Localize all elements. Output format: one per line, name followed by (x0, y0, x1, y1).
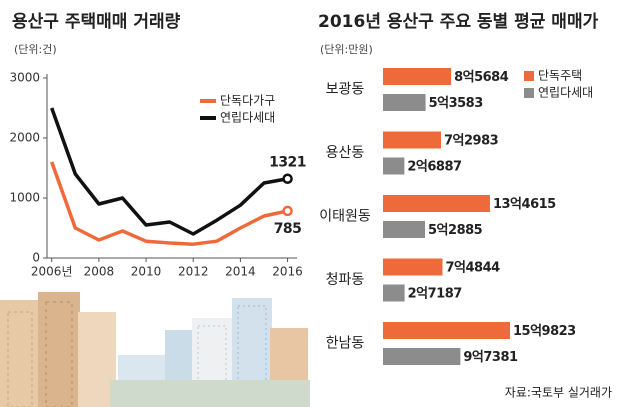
bar-value-label: 7억4844 (445, 261, 500, 276)
legend-label: 연립다세대 (220, 111, 275, 125)
bar (383, 195, 490, 212)
y-tick-label: 3000 (9, 71, 40, 85)
category-label: 청파동 (326, 272, 365, 288)
bar (383, 157, 405, 175)
legend-label: 연립다세대 (538, 86, 593, 100)
chart-title: 2016년 용산구 주요 동별 평균 매매가 (318, 12, 599, 32)
bar (383, 258, 443, 276)
category-label: 한남동 (326, 336, 365, 352)
bar-value-label: 13억4615 (493, 197, 556, 212)
bar (383, 94, 426, 111)
buildings (0, 292, 310, 407)
x-tick-label: 2012 (178, 265, 209, 279)
y-tick-label: 0 (32, 251, 40, 265)
line-series (50, 107, 288, 236)
y-tick-label: 2000 (9, 131, 40, 145)
bar-value-label: 8억5684 (454, 70, 509, 85)
bar (383, 68, 452, 85)
x-tick-label: 2014 (225, 265, 256, 279)
bar (383, 221, 426, 238)
x-tick-label: 2006년 (31, 265, 73, 279)
unit-label: (단위:만원) (320, 43, 373, 56)
bar-value-label: 9억7381 (463, 350, 518, 365)
bar (383, 131, 441, 149)
line-series (50, 161, 288, 246)
data-label: 785 (274, 221, 302, 237)
y-tick-label: 1000 (9, 191, 40, 205)
category-label: 보광동 (326, 82, 365, 98)
x-tick-label: 2010 (131, 265, 162, 279)
source-note: 자료:국토부 실거래가 (505, 386, 612, 400)
category-label: 용산동 (326, 145, 365, 161)
bar (383, 348, 461, 365)
category-label: 이태원동 (319, 209, 371, 225)
bar (383, 284, 405, 302)
bar (383, 322, 510, 339)
bar-value-label: 7억2983 (444, 134, 499, 149)
legend-swatch (524, 71, 534, 81)
legend-label: 단독주택 (538, 69, 582, 83)
legend-swatch (524, 88, 534, 98)
data-label: 1321 (269, 155, 306, 171)
bar-value-label: 5억3583 (429, 96, 484, 111)
chart-title: 용산구 주택매매 거래량 (12, 12, 181, 32)
bar-value-label: 2억6887 (407, 160, 462, 175)
unit-label: (단위:건) (14, 43, 57, 56)
bar-value-label: 15억9823 (513, 324, 576, 339)
x-tick-label: 2008 (84, 265, 115, 279)
bar-value-label: 5억2885 (428, 223, 483, 238)
bar-value-label: 2억7187 (408, 287, 463, 302)
x-tick-label: 2016 (272, 265, 303, 279)
legend-label: 단독다가구 (220, 94, 275, 108)
end-point (282, 205, 293, 217)
end-point (282, 173, 293, 184)
